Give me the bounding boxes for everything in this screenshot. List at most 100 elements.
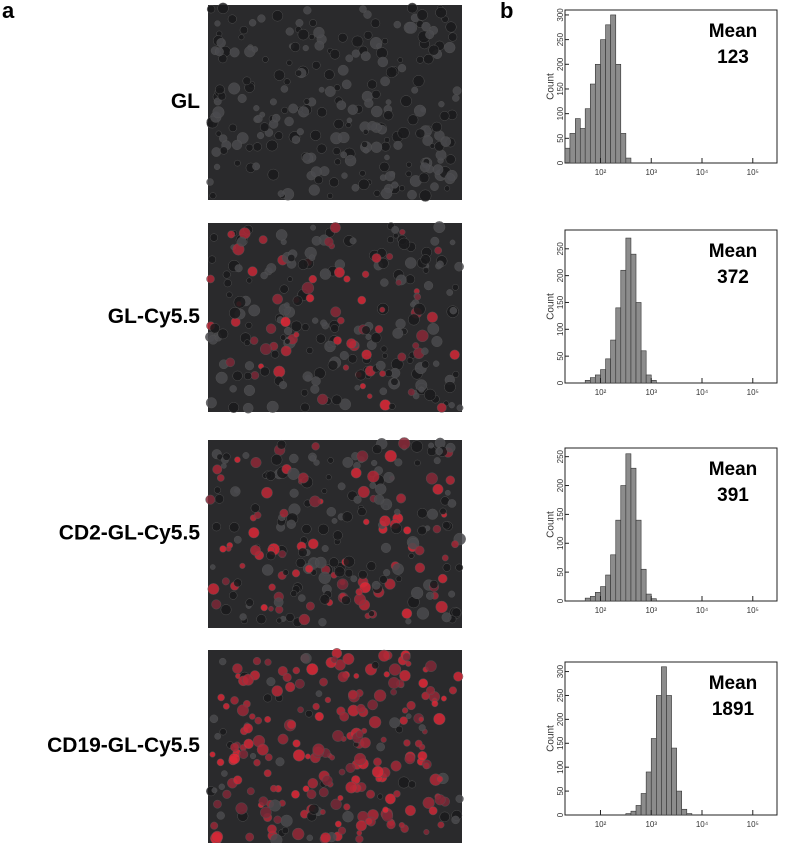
cell: [453, 671, 464, 682]
cell: [245, 598, 254, 607]
cell: [425, 660, 437, 673]
cell: [394, 458, 403, 467]
cell: [370, 141, 383, 153]
cell: [211, 522, 222, 532]
cell: [223, 279, 232, 288]
y-tick-label: 150: [556, 736, 565, 750]
histogram-bar: [640, 793, 647, 816]
cell: [367, 120, 378, 131]
cell: [232, 370, 243, 381]
cell: [316, 143, 327, 154]
cell: [356, 703, 366, 714]
cell: [406, 700, 416, 711]
cell: [342, 456, 354, 468]
cell: [313, 26, 325, 39]
cell: [297, 259, 309, 270]
cell: [228, 402, 240, 413]
cell: [423, 829, 430, 836]
cell: [319, 268, 332, 280]
cell: [452, 370, 460, 378]
cell: [357, 295, 367, 305]
cell: [438, 100, 445, 108]
cell: [422, 267, 430, 274]
cell: [266, 139, 278, 152]
cell: [357, 485, 370, 499]
row-label: CD19-GL-Cy5.5: [47, 734, 200, 757]
cell: [384, 171, 396, 182]
cell: [359, 383, 366, 390]
histogram-bar: [600, 586, 606, 602]
cell: [281, 826, 289, 835]
micrograph: [205, 437, 466, 628]
cell: [275, 229, 288, 241]
cell: [233, 535, 242, 544]
cell: [287, 467, 300, 480]
cell: [387, 236, 395, 244]
cell: [243, 384, 256, 397]
cell: [319, 808, 326, 816]
cell: [344, 568, 354, 578]
cell: [269, 98, 277, 106]
row-label: GL-Cy5.5: [108, 305, 201, 328]
cell: [436, 402, 447, 413]
cell: [315, 690, 323, 697]
cell: [383, 110, 394, 121]
cell: [216, 758, 225, 767]
cell: [344, 154, 357, 167]
cell: [242, 76, 252, 86]
cell: [271, 685, 283, 697]
cell: [333, 118, 344, 130]
cell: [266, 263, 277, 274]
cell: [259, 366, 270, 377]
histogram-bar: [645, 771, 652, 816]
cell: [393, 790, 401, 798]
cell: [263, 693, 273, 703]
cell: [205, 397, 217, 409]
cell: [312, 702, 320, 711]
cell: [404, 805, 416, 817]
cell: [423, 281, 434, 291]
x-tick-label: 10³: [645, 168, 657, 177]
cell: [379, 515, 391, 527]
cell: [337, 826, 347, 835]
cell: [249, 336, 259, 345]
cell: [388, 402, 396, 410]
cell: [379, 161, 390, 172]
micrograph: [206, 648, 464, 843]
cell: [433, 221, 446, 234]
cell: [250, 503, 260, 513]
cell: [341, 511, 353, 523]
cell: [408, 780, 416, 789]
cell: [244, 361, 255, 371]
cell: [337, 671, 349, 683]
cell: [448, 686, 458, 695]
histogram-bar: [615, 519, 622, 602]
cell: [265, 323, 277, 334]
y-tick-label: 150: [556, 82, 565, 96]
cell: [263, 769, 272, 778]
cell: [380, 542, 392, 553]
cell: [407, 313, 420, 326]
cell: [216, 811, 225, 820]
cell: [265, 470, 276, 481]
cell: [403, 739, 411, 747]
cell: [277, 733, 289, 745]
cell: [346, 117, 353, 124]
cell: [225, 357, 236, 368]
cell: [309, 455, 317, 462]
cell: [211, 830, 224, 843]
cell: [321, 488, 328, 494]
histogram-bar: [650, 738, 657, 816]
cell: [227, 230, 236, 239]
cell: [228, 752, 241, 765]
cell: [435, 600, 448, 614]
cell: [306, 346, 314, 354]
cell: [347, 104, 359, 115]
cell: [342, 810, 354, 823]
cell: [355, 369, 367, 381]
cell: [422, 135, 434, 146]
cell: [371, 661, 380, 670]
cell: [330, 656, 338, 663]
cell: [264, 715, 272, 723]
cell: [353, 495, 362, 504]
